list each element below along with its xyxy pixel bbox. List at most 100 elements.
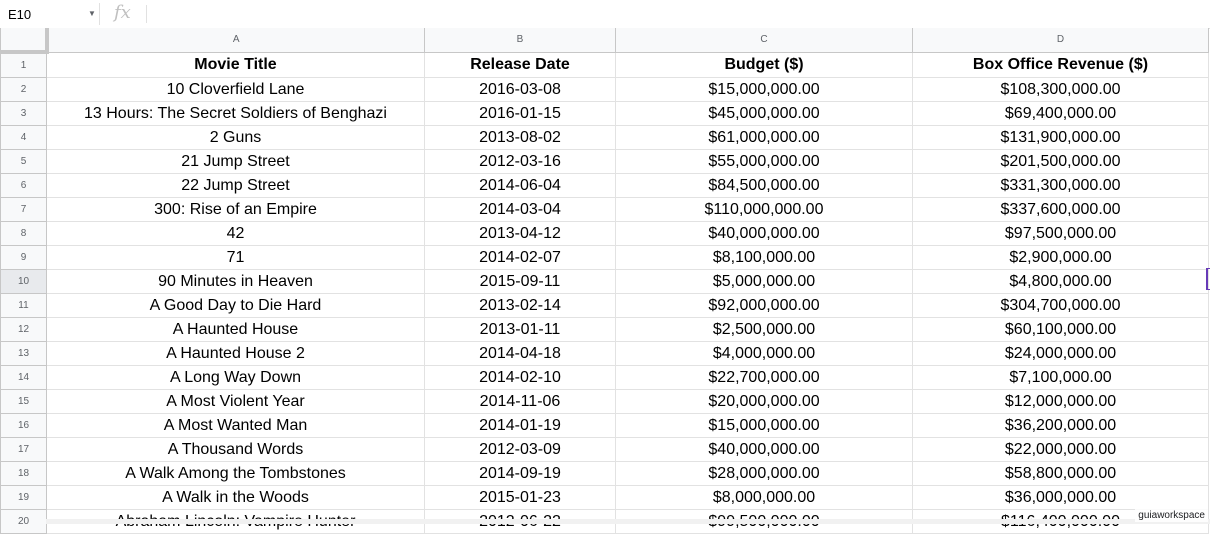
row-header[interactable]: 17 — [0, 437, 47, 462]
horizontal-scrollbar[interactable] — [46, 519, 1210, 524]
row-header[interactable]: 9 — [0, 245, 47, 270]
select-all-corner[interactable] — [0, 28, 49, 54]
chevron-down-icon[interactable]: ▼ — [88, 9, 96, 18]
cell-c[interactable]: $15,000,000.00 — [615, 77, 913, 102]
cell-a[interactable]: A Walk in the Woods — [46, 485, 425, 510]
row-header[interactable]: 4 — [0, 125, 47, 150]
cell-a[interactable]: 21 Jump Street — [46, 149, 425, 174]
cell-d[interactable]: $2,900,000.00 — [912, 245, 1209, 270]
cell-b[interactable]: 2014-03-04 — [424, 197, 616, 222]
cell-d[interactable]: $69,400,000.00 — [912, 101, 1209, 126]
name-box[interactable]: E10 ▼ — [0, 3, 100, 25]
cell-a[interactable]: 90 Minutes in Heaven — [46, 269, 425, 294]
cell-b[interactable]: 2014-11-06 — [424, 389, 616, 414]
cell-d[interactable]: $12,000,000.00 — [912, 389, 1209, 414]
column-header-b[interactable]: B — [424, 28, 616, 53]
cell-d[interactable]: $4,800,000.00 — [912, 269, 1209, 294]
cell-b[interactable]: 2014-02-10 — [424, 365, 616, 390]
cell-c[interactable]: $20,000,000.00 — [615, 389, 913, 414]
cell-a[interactable]: A Haunted House — [46, 317, 425, 342]
cell-a[interactable]: 300: Rise of an Empire — [46, 197, 425, 222]
cell-c[interactable]: $8,000,000.00 — [615, 485, 913, 510]
cell-b[interactable]: 2015-01-23 — [424, 485, 616, 510]
cell-a[interactable]: 13 Hours: The Secret Soldiers of Benghaz… — [46, 101, 425, 126]
cell-b[interactable]: 2013-01-11 — [424, 317, 616, 342]
row-header[interactable]: 12 — [0, 317, 47, 342]
cell-c[interactable]: $110,000,000.00 — [615, 197, 913, 222]
column-header-d[interactable]: D — [912, 28, 1209, 53]
cell-a[interactable]: A Most Wanted Man — [46, 413, 425, 438]
row-header[interactable]: 6 — [0, 173, 47, 198]
cell-c[interactable]: $4,000,000.00 — [615, 341, 913, 366]
cell-d[interactable]: $97,500,000.00 — [912, 221, 1209, 246]
cell-c[interactable]: $92,000,000.00 — [615, 293, 913, 318]
cell-b[interactable]: 2014-01-19 — [424, 413, 616, 438]
row-header[interactable]: 7 — [0, 197, 47, 222]
cell-a[interactable]: 22 Jump Street — [46, 173, 425, 198]
row-header[interactable]: 1 — [0, 51, 47, 78]
cell-c[interactable]: $45,000,000.00 — [615, 101, 913, 126]
cell-a[interactable]: A Walk Among the Tombstones — [46, 461, 425, 486]
cell-a[interactable]: A Good Day to Die Hard — [46, 293, 425, 318]
row-header[interactable]: 18 — [0, 461, 47, 486]
row-header[interactable]: 14 — [0, 365, 47, 390]
row-header[interactable]: 13 — [0, 341, 47, 366]
cell-b[interactable]: 2013-08-02 — [424, 125, 616, 150]
cell-c[interactable]: $28,000,000.00 — [615, 461, 913, 486]
row-header[interactable]: 8 — [0, 221, 47, 246]
cell-c[interactable]: Budget ($) — [615, 51, 913, 78]
column-header-a[interactable]: A — [46, 28, 425, 53]
cell-d[interactable]: $131,900,000.00 — [912, 125, 1209, 150]
cell-c[interactable]: $40,000,000.00 — [615, 221, 913, 246]
cell-d[interactable]: $60,100,000.00 — [912, 317, 1209, 342]
cell-d[interactable]: $331,300,000.00 — [912, 173, 1209, 198]
row-header[interactable]: 10 — [0, 269, 47, 294]
cell-d[interactable]: $337,600,000.00 — [912, 197, 1209, 222]
cell-b[interactable]: 2014-02-07 — [424, 245, 616, 270]
cell-c[interactable]: $40,000,000.00 — [615, 437, 913, 462]
row-header[interactable]: 15 — [0, 389, 47, 414]
cell-b[interactable]: 2014-09-19 — [424, 461, 616, 486]
cell-b[interactable]: 2013-02-14 — [424, 293, 616, 318]
cell-b[interactable]: 2014-04-18 — [424, 341, 616, 366]
cell-a[interactable]: 10 Cloverfield Lane — [46, 77, 425, 102]
cell-b[interactable]: Release Date — [424, 51, 616, 78]
cell-c[interactable]: $8,100,000.00 — [615, 245, 913, 270]
cell-c[interactable]: $2,500,000.00 — [615, 317, 913, 342]
row-header[interactable]: 3 — [0, 101, 47, 126]
cell-d[interactable]: $304,700,000.00 — [912, 293, 1209, 318]
cell-c[interactable]: $61,000,000.00 — [615, 125, 913, 150]
cell-d[interactable]: $201,500,000.00 — [912, 149, 1209, 174]
row-header[interactable]: 19 — [0, 485, 47, 510]
row-header[interactable]: 5 — [0, 149, 47, 174]
cell-d[interactable]: $22,000,000.00 — [912, 437, 1209, 462]
cell-b[interactable]: 2016-03-08 — [424, 77, 616, 102]
cell-c[interactable]: $15,000,000.00 — [615, 413, 913, 438]
cell-d[interactable]: Box Office Revenue ($) — [912, 51, 1209, 78]
cell-d[interactable]: $24,000,000.00 — [912, 341, 1209, 366]
cell-b[interactable]: 2015-09-11 — [424, 269, 616, 294]
cell-b[interactable]: 2016-01-15 — [424, 101, 616, 126]
cell-d[interactable]: $108,300,000.00 — [912, 77, 1209, 102]
cell-a[interactable]: A Most Violent Year — [46, 389, 425, 414]
cell-a[interactable]: A Thousand Words — [46, 437, 425, 462]
cell-a[interactable]: A Long Way Down — [46, 365, 425, 390]
row-header[interactable]: 16 — [0, 413, 47, 438]
cell-b[interactable]: 2012-03-09 — [424, 437, 616, 462]
cell-c[interactable]: $5,000,000.00 — [615, 269, 913, 294]
cell-d[interactable]: $36,000,000.00 — [912, 485, 1209, 510]
cell-c[interactable]: $22,700,000.00 — [615, 365, 913, 390]
cell-d[interactable]: $36,200,000.00 — [912, 413, 1209, 438]
cell-a[interactable]: 2 Guns — [46, 125, 425, 150]
cell-a[interactable]: 42 — [46, 221, 425, 246]
formula-input[interactable] — [150, 3, 1200, 25]
column-header-c[interactable]: C — [615, 28, 913, 53]
row-header[interactable]: 11 — [0, 293, 47, 318]
cell-b[interactable]: 2013-04-12 — [424, 221, 616, 246]
cell-c[interactable]: $55,000,000.00 — [615, 149, 913, 174]
row-header[interactable]: 20 — [0, 509, 47, 534]
cell-a[interactable]: A Haunted House 2 — [46, 341, 425, 366]
cell-d[interactable]: $7,100,000.00 — [912, 365, 1209, 390]
cell-a[interactable]: 71 — [46, 245, 425, 270]
cell-b[interactable]: 2014-06-04 — [424, 173, 616, 198]
